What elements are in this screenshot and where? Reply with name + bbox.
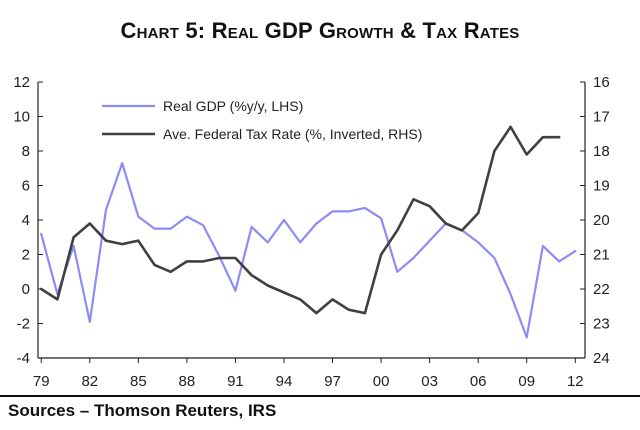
x-tick-label: 09 — [518, 373, 535, 390]
chart-title: Chart 5: Real GDP Growth & Tax Rates — [120, 18, 520, 43]
left-tick-label: 8 — [22, 143, 30, 160]
x-tick-label: 85 — [130, 373, 147, 390]
x-tick-label: 97 — [324, 373, 341, 390]
legend-item-tax-rate-label: Ave. Federal Tax Rate (%, Inverted, RHS) — [163, 126, 422, 142]
right-tick-label: 21 — [593, 247, 610, 264]
x-tick-label: 00 — [373, 373, 390, 390]
source-note: Sources – Thomson Reuters, IRS — [8, 401, 277, 420]
footer-divider — [0, 395, 640, 397]
x-tick-label: 82 — [81, 373, 98, 390]
right-tick-label: 17 — [593, 109, 610, 126]
x-tick-label: 79 — [33, 373, 50, 390]
right-tick-label: 16 — [593, 74, 610, 91]
left-tick-label: 10 — [13, 109, 30, 126]
tax-rate-series-line — [39, 125, 561, 315]
left-tick-label: 6 — [22, 178, 30, 195]
right-tick-label: 19 — [593, 178, 610, 195]
right-tick-label: 22 — [593, 281, 610, 298]
left-tick-label: -2 — [17, 316, 30, 333]
left-tick-label: 12 — [13, 74, 30, 91]
x-tick-label: 06 — [470, 373, 487, 390]
x-tick-label: 12 — [567, 373, 584, 390]
x-tick-label: 03 — [421, 373, 438, 390]
left-tick-label: -4 — [17, 350, 30, 367]
chart-legend: Real GDP (%y/y, LHS) Ave. Federal Tax Rat… — [102, 98, 422, 142]
gdp-series-line — [40, 162, 577, 339]
left-tick-label: 0 — [22, 281, 30, 298]
chart-series — [39, 125, 577, 339]
x-tick-label: 91 — [227, 373, 244, 390]
x-tick-label: 88 — [179, 373, 196, 390]
left-tick-label: 4 — [22, 212, 30, 229]
x-tick-label: 94 — [276, 373, 293, 390]
left-tick-label: 2 — [22, 247, 30, 264]
right-tick-label: 18 — [593, 143, 610, 160]
right-tick-label: 23 — [593, 316, 610, 333]
right-tick-label: 20 — [593, 212, 610, 229]
legend-item-gdp-label: Real GDP (%y/y, LHS) — [163, 98, 303, 114]
right-tick-label: 24 — [593, 350, 610, 367]
